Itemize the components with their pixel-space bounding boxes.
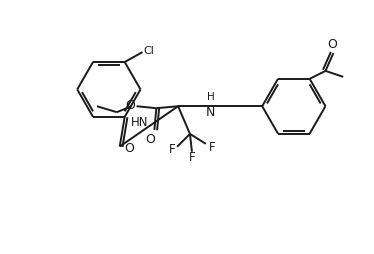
- Text: F: F: [188, 151, 195, 164]
- Text: HN: HN: [131, 116, 148, 129]
- Text: F: F: [208, 141, 215, 154]
- Text: H: H: [208, 92, 215, 102]
- Text: Cl: Cl: [144, 46, 154, 56]
- Text: O: O: [126, 99, 135, 112]
- Text: F: F: [169, 143, 175, 156]
- Text: N: N: [206, 106, 215, 119]
- Text: O: O: [145, 133, 155, 146]
- Text: O: O: [125, 142, 135, 155]
- Text: O: O: [328, 38, 337, 51]
